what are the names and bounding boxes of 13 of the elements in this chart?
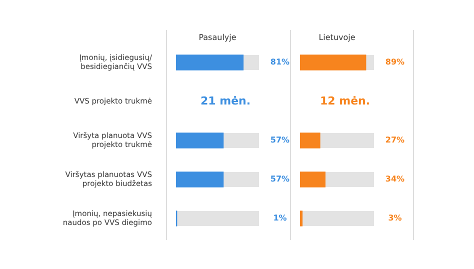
data-label: 57% xyxy=(270,174,290,184)
data-label: 57% xyxy=(270,136,290,145)
chart-title: Pasaulyje xyxy=(198,33,238,42)
data-label: 3% xyxy=(388,214,402,223)
data-label: 89% xyxy=(385,58,405,67)
chart-title: Lietuvoje xyxy=(318,33,356,42)
data-label: 81% xyxy=(270,58,290,67)
data-label: 27% xyxy=(385,136,405,145)
text: 12 mėn. xyxy=(320,94,370,108)
text: 21 mėn. xyxy=(200,94,251,108)
data-label: 34% xyxy=(385,174,405,184)
data-label: 1% xyxy=(273,214,287,223)
bar xyxy=(300,210,303,226)
